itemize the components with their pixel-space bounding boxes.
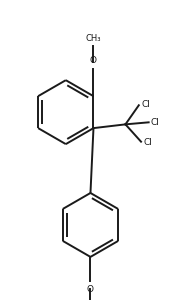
Text: CH₃: CH₃: [86, 34, 101, 43]
Text: Cl: Cl: [141, 100, 150, 109]
Text: O: O: [90, 56, 97, 65]
Text: Cl: Cl: [143, 138, 152, 147]
Text: Cl: Cl: [151, 118, 160, 127]
Text: O: O: [87, 285, 94, 294]
